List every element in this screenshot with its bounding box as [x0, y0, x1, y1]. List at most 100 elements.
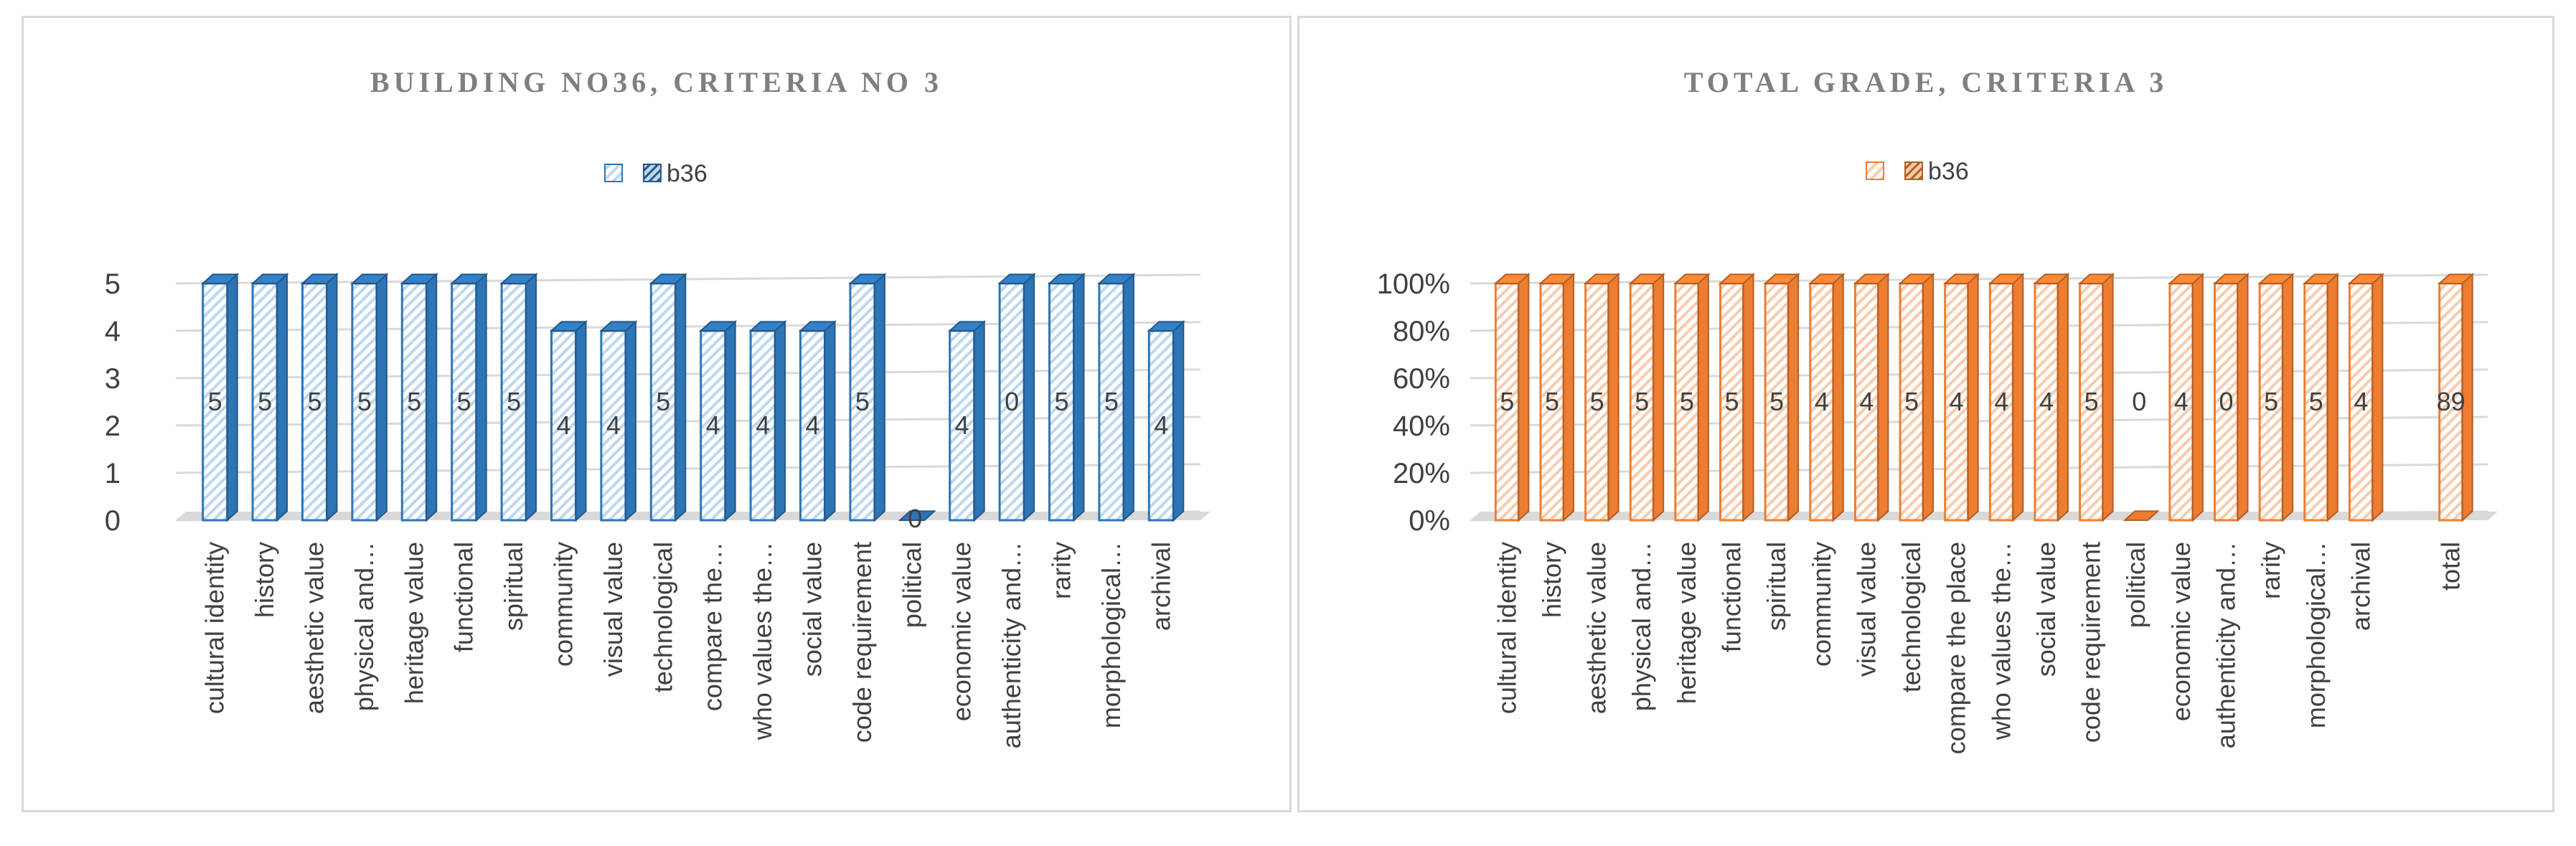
bar-side [1607, 273, 1620, 522]
bar [748, 320, 787, 522]
category-label: code requirement [2077, 542, 2106, 743]
bar-top [499, 273, 538, 284]
data-label: 4 [1994, 387, 2008, 416]
bar [2168, 273, 2205, 522]
bar [699, 320, 738, 522]
data-label: 5 [1635, 387, 1649, 416]
legend: b36 [1866, 158, 1969, 185]
chart-panel-building-no36: BUILDING NO36, CRITERIA NO 3 b36 0 1 2 3 4 5 5 cu… [22, 16, 1292, 812]
bar-top [300, 273, 339, 284]
bar-side [475, 273, 487, 522]
bar-top [649, 273, 687, 284]
bar [1147, 320, 1185, 522]
category-label: spiritual [499, 542, 528, 631]
bar [2303, 273, 2340, 522]
bar-side [674, 273, 687, 522]
bar [1808, 273, 1846, 522]
bar-flat [2123, 510, 2160, 521]
data-label: 5 [1904, 387, 1919, 416]
bar-front [400, 282, 428, 522]
category-label: visual value [598, 542, 628, 677]
data-label: 4 [606, 410, 621, 440]
legend-label: b36 [1928, 158, 1969, 185]
bar-side [2282, 273, 2294, 522]
data-label: 4 [955, 410, 969, 440]
data-label: 5 [656, 387, 670, 416]
bar-side [1697, 273, 1709, 522]
bar [250, 273, 289, 522]
category-label: aesthetic value [300, 542, 329, 714]
data-label: 5 [507, 387, 521, 416]
bar-side [276, 273, 288, 522]
bar-top [1147, 321, 1185, 332]
bar-top [748, 321, 787, 332]
y-tick-label: 5 [105, 268, 121, 300]
bar [2212, 273, 2250, 522]
bar [1763, 273, 1800, 522]
bar [400, 273, 438, 522]
bar-front [2348, 282, 2374, 522]
category-label: compare the place [1942, 542, 1971, 754]
bar [1853, 273, 1891, 522]
data-label: 4 [2174, 387, 2189, 416]
bar-side [2102, 273, 2114, 522]
data-label: 5 [1054, 387, 1068, 416]
bar-top [1047, 273, 1086, 284]
bar-side [1832, 273, 1844, 522]
data-label: 5 [1545, 387, 1559, 416]
bar-top [1493, 273, 1531, 284]
bar-top [201, 273, 240, 284]
category-label: aesthetic value [1582, 542, 1612, 714]
category-label: heritage value [399, 542, 428, 704]
category-label: technological [648, 542, 677, 692]
bar-top [1718, 273, 1756, 284]
y-tick-label: 60% [1393, 363, 1450, 395]
bar-side [1562, 273, 1574, 522]
bar [649, 273, 687, 522]
data-label: 4 [1154, 410, 1168, 440]
bar-top [599, 321, 638, 332]
bar-side [2326, 273, 2338, 522]
bar-side [426, 273, 438, 522]
bar-top [2257, 273, 2295, 284]
y-tick-label: 1 [105, 458, 121, 489]
data-label: 5 [357, 387, 372, 416]
category-label: compare the… [698, 542, 728, 711]
data-label: 5 [258, 387, 272, 416]
chart-title: BUILDING NO36, CRITERIA NO 3 [370, 66, 943, 98]
bar-top [948, 321, 987, 332]
category-label: history [250, 542, 279, 618]
bar [997, 273, 1036, 522]
bar-front [1809, 282, 1835, 522]
bar-top [2212, 273, 2250, 284]
category-label: technological [1896, 542, 1926, 692]
category-label: morphological… [2301, 542, 2331, 728]
bar-side [1742, 273, 1754, 522]
category-label: social value [2031, 542, 2061, 677]
bar-front [500, 282, 527, 522]
data-label: 4 [1815, 387, 1829, 416]
bar-top [699, 321, 738, 332]
bar-side [1922, 273, 1935, 522]
y-tick-label: 3 [105, 363, 121, 395]
bar-front [998, 282, 1025, 522]
category-label: history [1537, 542, 1566, 618]
category-label: spiritual [1762, 542, 1791, 631]
category-label: cultural identity [1492, 542, 1521, 714]
bar-side [873, 273, 885, 522]
category-label: total [2436, 542, 2465, 591]
bar-top [2168, 273, 2205, 284]
bar-top [1988, 273, 2025, 284]
bar-top [250, 273, 289, 284]
category-label: economic value [947, 542, 977, 721]
data-label: 4 [2354, 387, 2368, 416]
bar-top [997, 273, 1036, 284]
bar [1047, 273, 1086, 522]
bar-side [1967, 273, 1979, 522]
bar [300, 273, 339, 522]
data-label: 0 [908, 504, 922, 533]
bar [2077, 273, 2115, 522]
bar-side [2191, 273, 2204, 522]
data-label: 4 [805, 410, 819, 440]
data-label: 5 [2084, 387, 2099, 416]
